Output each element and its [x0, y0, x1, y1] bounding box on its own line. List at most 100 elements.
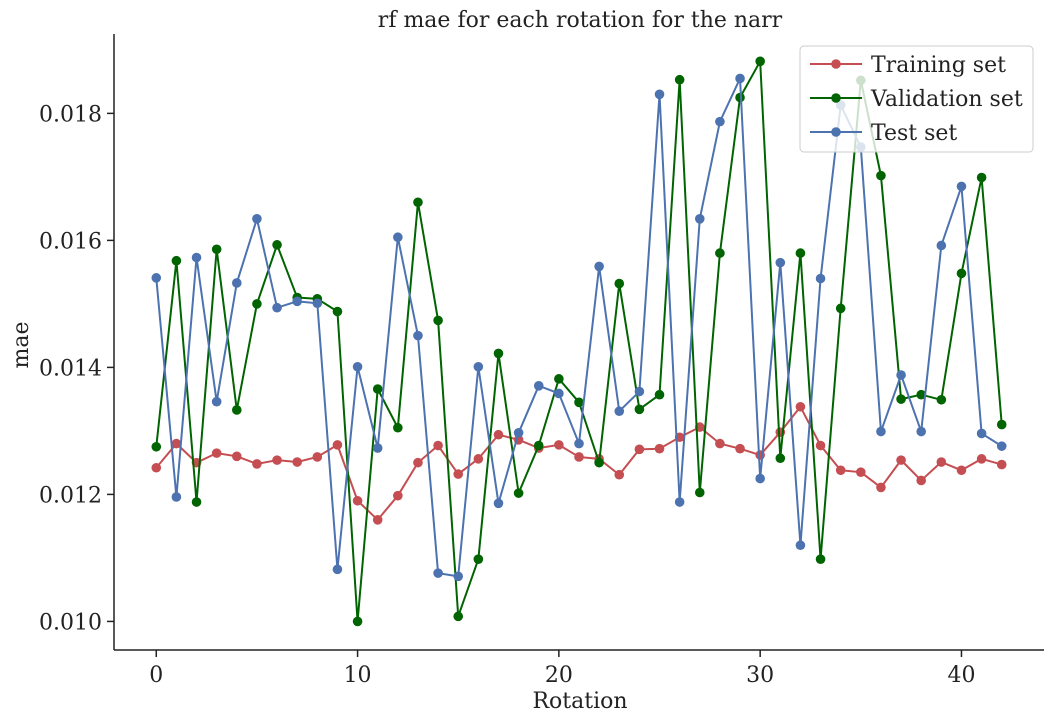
test-set-point [674, 497, 685, 507]
test-set-point [956, 181, 967, 192]
legend-label: Training set [871, 53, 1006, 78]
training-set-point [151, 462, 162, 473]
validation-set-point [453, 611, 464, 622]
y-tick-label: 0.014 [39, 356, 102, 381]
training-set-point [211, 448, 222, 458]
x-axis-ticks: 0 10 20 30 40 [149, 650, 975, 688]
validation-set-point [795, 248, 806, 258]
y-tick-label: 0.010 [39, 610, 102, 635]
validation-set-point [171, 255, 182, 266]
test-set-line [155, 77, 1003, 578]
validation-set-point [976, 172, 987, 183]
training-set-point [574, 452, 584, 462]
test-set-point [191, 252, 202, 263]
training-set-line [155, 405, 1003, 521]
validation-set-point [211, 244, 222, 255]
validation-set-point [715, 248, 725, 258]
validation-set-point [151, 441, 162, 452]
test-set-point [614, 406, 625, 417]
training-set-point [815, 440, 826, 451]
training-set-point [835, 465, 846, 476]
legend-item-test-set: Test set [810, 121, 957, 146]
test-set-point [352, 361, 363, 372]
y-axis-label: mae [9, 322, 34, 369]
test-set-point [654, 89, 665, 100]
validation-set-point [574, 397, 584, 408]
validation-set-point [231, 405, 242, 415]
x-tick-label: 20 [545, 663, 573, 688]
validation-set-point [533, 440, 544, 451]
training-set-point [876, 482, 886, 493]
validation-set-point [835, 303, 846, 314]
test-set-point [715, 116, 725, 127]
test-set-point [996, 441, 1007, 451]
test-set-point [936, 240, 947, 251]
test-set-point [815, 273, 826, 284]
training-set-point [332, 440, 343, 450]
legend-item-validation-set: Validation set [810, 87, 1023, 112]
validation-set-point [674, 74, 685, 85]
training-set-point [171, 438, 182, 449]
test-set-point [372, 443, 383, 453]
validation-set-point [815, 554, 826, 564]
training-set-point [413, 457, 423, 468]
test-set-point [272, 302, 282, 313]
training-set-point [976, 454, 987, 464]
validation-set-point [936, 394, 947, 405]
validation-set-point [594, 457, 604, 468]
validation-set-point [956, 268, 967, 279]
training-set-point [433, 440, 443, 451]
y-axis-ticks: 0.010 0.012 0.014 0.016 0.018 [39, 102, 114, 635]
training-set-point [936, 457, 947, 467]
test-set-point [574, 438, 584, 449]
test-set-point [493, 498, 504, 509]
legend-marker [831, 59, 841, 69]
test-set-point [513, 428, 524, 438]
validation-set-point [352, 616, 363, 627]
test-set-point [453, 571, 464, 582]
validation-set-point [332, 306, 343, 317]
test-set-point [735, 73, 745, 84]
training-set-point [795, 401, 806, 412]
legend-marker [831, 127, 841, 137]
test-set-point [795, 540, 806, 551]
training-set-point [473, 454, 484, 464]
validation-set-point [473, 554, 484, 564]
training-set-point [372, 515, 383, 525]
training-set-point [654, 443, 665, 454]
validation-set-point [654, 389, 665, 400]
legend-label: Validation set [870, 87, 1023, 112]
validation-set-point [433, 315, 443, 326]
chart-title: rf mae for each rotation for the narr [378, 8, 783, 33]
test-set-point [473, 361, 484, 372]
training-set-point [554, 440, 564, 450]
x-tick-label: 0 [149, 663, 163, 688]
test-set-point [634, 386, 645, 397]
validation-set-point [372, 384, 383, 394]
legend-box [799, 45, 1034, 153]
test-set-point [694, 214, 705, 224]
test-set-point [896, 370, 906, 380]
x-tick-label: 10 [344, 663, 372, 688]
test-set-point [413, 330, 423, 341]
training-set-point [856, 467, 866, 477]
test-set-point [252, 214, 262, 224]
validation-set-point [554, 374, 564, 384]
validation-set-point [493, 348, 504, 359]
training-set-point [493, 429, 504, 440]
test-set-point [976, 428, 987, 439]
test-set-point [292, 296, 302, 307]
validation-set-point [614, 278, 625, 289]
legend: Training set Validation set Test set [799, 45, 1034, 153]
training-set-point [312, 452, 323, 462]
training-set-point [896, 455, 906, 465]
test-set-point [211, 396, 222, 407]
x-tick-label: 40 [947, 663, 975, 688]
y-tick-label: 0.018 [39, 102, 102, 127]
validation-set-point [393, 422, 403, 433]
validation-set-point [413, 197, 423, 208]
x-tick-label: 30 [746, 663, 774, 688]
test-set-point [151, 273, 162, 283]
training-set-point [916, 475, 927, 486]
x-axis-label: Rotation [532, 689, 627, 714]
